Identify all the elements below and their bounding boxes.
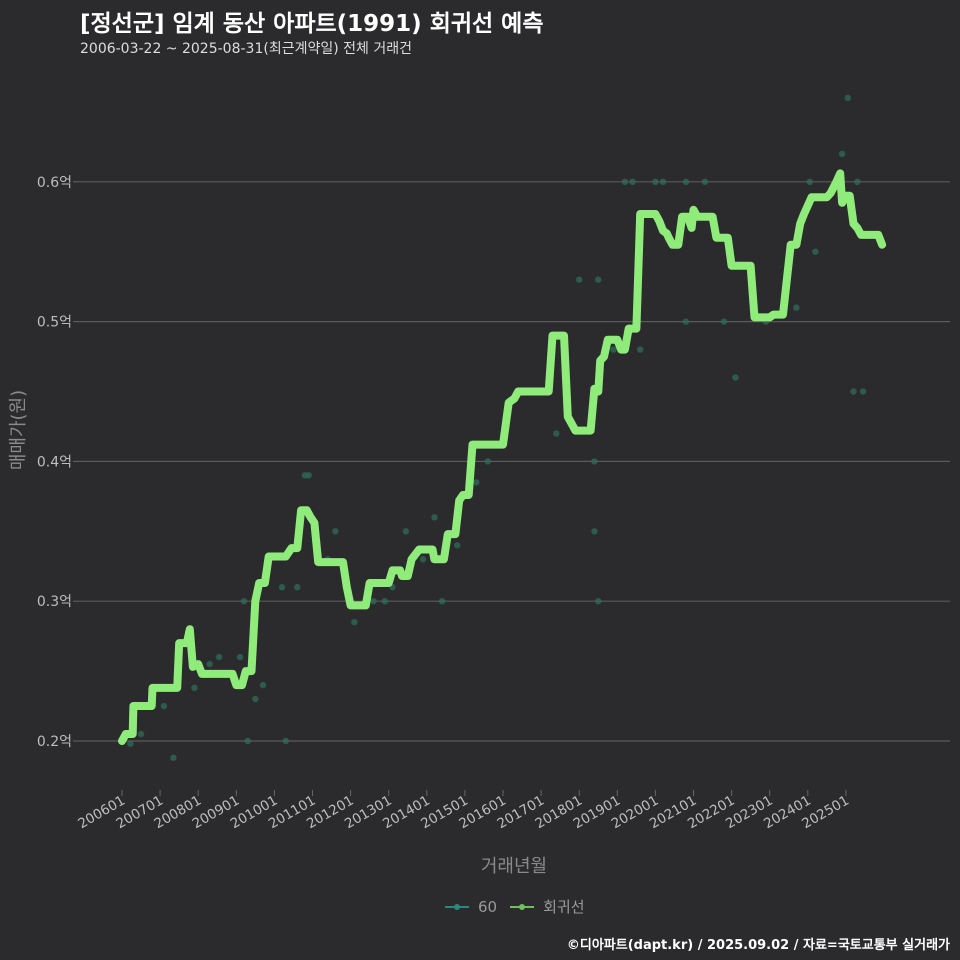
scatter-series-60: [127, 94, 867, 761]
scatter-point: [402, 528, 410, 535]
regression-line: [118, 169, 887, 745]
chart-subtitle: 2006-03-22 ~ 2025-08-31(최근계약일) 전체 거래건: [80, 41, 412, 57]
scatter-point: [859, 388, 867, 395]
scatter-point: [351, 618, 358, 626]
gridlines: [77, 181, 950, 742]
scatter-point: [431, 514, 438, 521]
scatter-point: [191, 684, 198, 692]
scatter-point: [278, 584, 286, 591]
legend: 60 회귀선: [444, 896, 591, 917]
scatter-point: [701, 178, 709, 185]
scatter-point: [484, 458, 491, 465]
legend-item-60: 60: [444, 898, 497, 916]
y-tick-label: 0.3억: [37, 594, 72, 610]
scatter-point: [591, 458, 598, 465]
scatter-point: [370, 598, 377, 605]
scatter-point: [854, 178, 861, 185]
legend-label-60: 60: [478, 897, 498, 916]
legend-label-regression: 회귀선: [543, 898, 585, 916]
scatter-point: [793, 304, 800, 311]
scatter-point: [294, 584, 301, 591]
legend-key-regression: [509, 898, 535, 916]
scatter-point: [838, 150, 846, 158]
scatter-point: [252, 695, 259, 703]
scatter-point: [844, 94, 852, 102]
scatter-point: [806, 178, 813, 185]
y-tick-label: 0.6억: [37, 175, 72, 191]
scatter-point: [160, 702, 168, 710]
scatter-point: [170, 754, 177, 761]
scatter-point: [419, 556, 427, 563]
scatter-point: [240, 598, 248, 605]
scatter-point: [332, 528, 339, 535]
scatter-point: [682, 318, 690, 325]
legend-key-60: [444, 898, 470, 916]
y-axis-ticks: 0.2억 0.3억 0.4억 0.5억 0.6억: [37, 175, 77, 750]
scatter-point: [236, 653, 244, 661]
scatter-point: [282, 737, 290, 745]
source-caption: ©디아파트(dapt.kr) / 2025.09.02 / 자료=국토교통부 실…: [566, 938, 950, 953]
scatter-point: [553, 430, 560, 437]
legend-key-dot: [454, 903, 460, 910]
y-tick-label: 0.4억: [37, 454, 72, 470]
y-tick-label: 0.5억: [37, 315, 72, 331]
scatter-point: [206, 660, 213, 668]
scatter-point: [137, 730, 145, 738]
scatter-point: [812, 248, 819, 255]
x-axis-ticks: 2006012007012008012009012010012011012012…: [75, 790, 852, 832]
scatter-point: [720, 318, 728, 325]
scatter-point: [215, 653, 223, 661]
scatter-point: [259, 681, 267, 689]
scatter-point: [629, 178, 636, 185]
scatter-point: [636, 346, 644, 353]
scatter-point: [305, 472, 312, 479]
scatter-point: [595, 276, 602, 283]
scatter-point: [438, 598, 446, 605]
scatter-point: [473, 479, 480, 486]
y-axis-label: 매매가(원): [8, 389, 29, 471]
scatter-point: [381, 598, 389, 605]
scatter-point: [850, 388, 857, 395]
x-axis-label: 거래년월: [480, 856, 548, 877]
chart-title: [정선군] 임계 동산 아파트(1991) 회귀선 예측: [80, 11, 544, 37]
legend-key-dot: [519, 903, 526, 910]
scatter-point: [454, 542, 461, 549]
scatter-point: [682, 178, 690, 185]
scatter-point: [244, 737, 251, 745]
y-tick-label: 0.2억: [37, 734, 72, 750]
scatter-point: [652, 178, 659, 185]
scatter-point: [659, 178, 667, 185]
regression-series: [118, 169, 887, 745]
scatter-point: [591, 528, 598, 535]
scatter-point: [621, 178, 629, 185]
scatter-point: [610, 346, 617, 353]
scatter-point: [732, 374, 739, 381]
scatter-point: [595, 598, 602, 605]
legend-item-regression: 회귀선: [509, 896, 585, 917]
scatter-point: [127, 740, 134, 747]
scatter-point: [576, 276, 583, 283]
